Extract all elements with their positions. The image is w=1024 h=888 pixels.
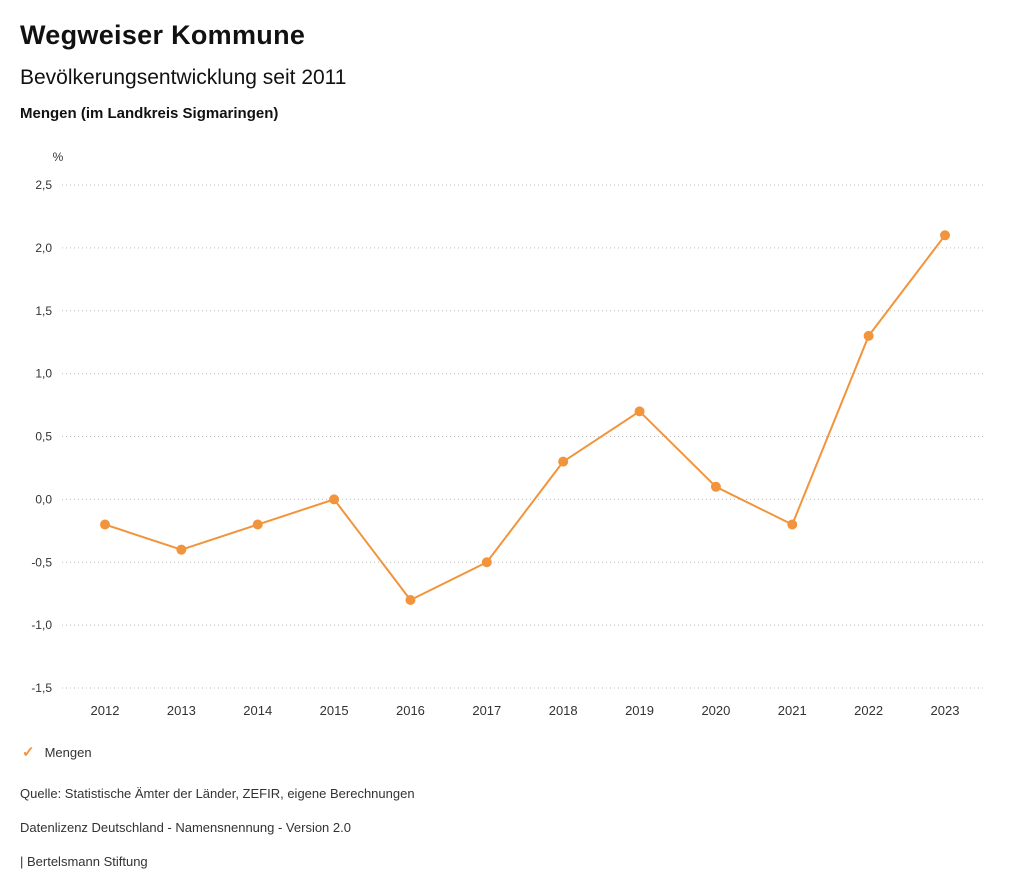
data-point[interactable] <box>710 481 721 492</box>
data-point[interactable] <box>940 230 950 241</box>
data-point[interactable] <box>329 494 340 505</box>
x-tick-label: 2021 <box>778 703 807 718</box>
x-tick-label: 2020 <box>701 703 730 718</box>
chart-title: Bevölkerungsentwicklung seit 2011 <box>20 66 347 89</box>
legend-check-icon: ✓ <box>22 744 35 761</box>
data-point[interactable] <box>405 594 416 605</box>
data-point[interactable] <box>252 519 263 530</box>
data-point[interactable] <box>176 544 187 555</box>
x-tick-label: 2012 <box>91 703 120 718</box>
x-tick-label: 2016 <box>396 703 425 718</box>
y-tick-label: 2,5 <box>35 178 52 192</box>
x-tick-label: 2017 <box>472 703 501 718</box>
data-point[interactable] <box>481 557 492 568</box>
x-tick-label: 2022 <box>854 703 883 718</box>
x-tick-label: 2023 <box>931 703 960 718</box>
attribution-note: | Bertelsmann Stiftung <box>20 854 148 869</box>
series-line-mengen <box>104 234 946 601</box>
page-title: Wegweiser Kommune <box>20 20 306 50</box>
x-tick-label: 2018 <box>549 703 578 718</box>
y-tick-label: -1,5 <box>31 681 52 695</box>
y-tick-label: 0,5 <box>35 430 52 444</box>
population-development-chart: %2,5 2,0 1,5 1,0 0,5 0,0 -0,5 -1,0 -1,5 2012 2013 2… <box>31 150 986 718</box>
legend-label: Mengen <box>44 745 92 760</box>
chart-legend-item-mengen[interactable]: ✓ Mengen <box>22 745 92 760</box>
y-tick-label: 2,0 <box>35 241 52 255</box>
y-axis-unit-label: % <box>53 150 64 164</box>
y-tick-label: -1,0 <box>31 618 52 632</box>
source-note: Quelle: Statistische Ämter der Länder, Z… <box>20 786 415 801</box>
data-point[interactable] <box>100 519 110 530</box>
line-chart: % 2,5 2,0 1,5 1,0 0,5 0,0 -0,5 -1,0 -1,5 2012 2013 2… <box>0 145 1024 730</box>
x-tick-label: 2013 <box>167 703 196 718</box>
data-point[interactable] <box>863 330 874 341</box>
data-point[interactable] <box>787 519 798 530</box>
data-point[interactable] <box>558 456 569 467</box>
y-tick-label: -0,5 <box>31 555 52 569</box>
data-point[interactable] <box>634 406 645 417</box>
chart-region-subtitle: Mengen (im Landkreis Sigmaringen) <box>20 105 279 122</box>
x-tick-label: 2014 <box>243 703 272 718</box>
y-tick-label: 1,0 <box>35 367 52 381</box>
y-tick-label: 1,5 <box>35 304 52 318</box>
license-note: Datenlizenz Deutschland - Namensnennung … <box>20 820 351 835</box>
x-tick-label: 2019 <box>625 703 654 718</box>
chart-footer: Quelle: Statistische Ämter der Länder, Z… <box>20 786 415 888</box>
y-tick-label: 0,0 <box>35 492 52 506</box>
x-tick-label: 2015 <box>320 703 349 718</box>
